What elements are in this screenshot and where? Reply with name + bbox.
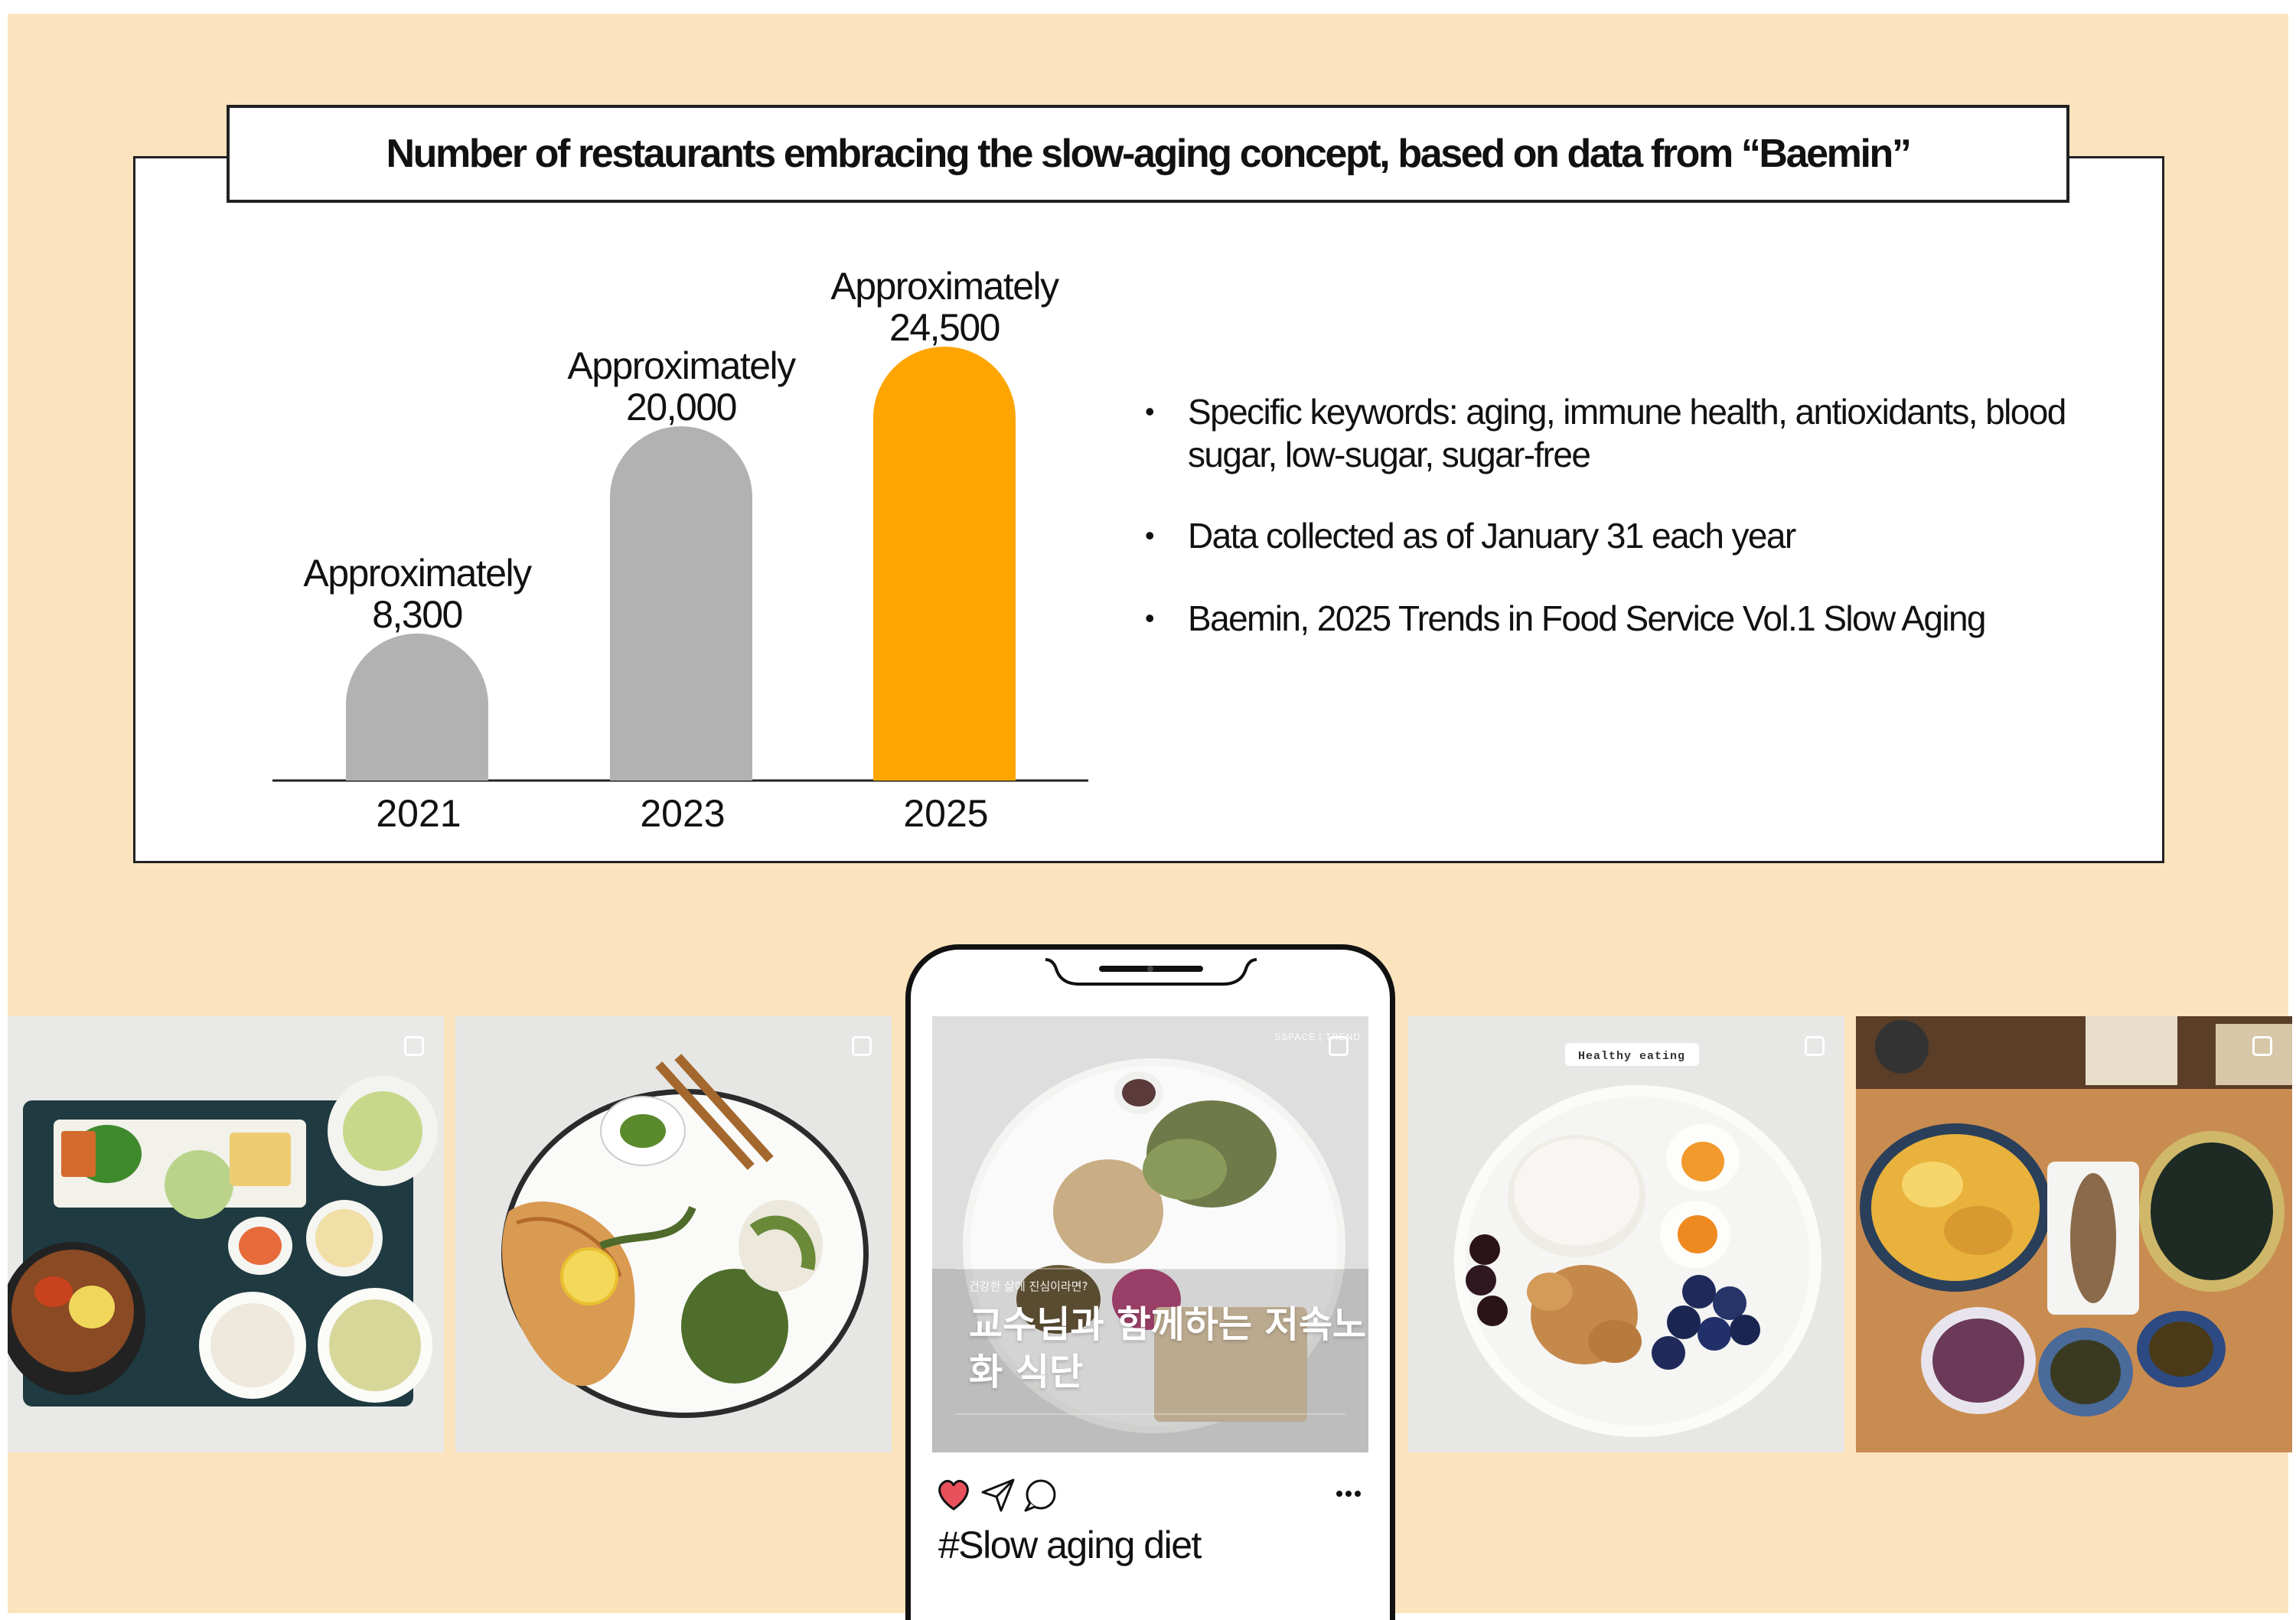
data-label-value: 8,300 — [372, 593, 462, 636]
post-hashtag: #Slow aging diet — [938, 1524, 1202, 1566]
note-date: • Data collected as of January 31 each y… — [1145, 514, 2144, 557]
photo-table-meal — [1856, 1016, 2292, 1452]
note-keywords: • Specific keywords: aging, immune healt… — [1145, 390, 2144, 476]
data-label-value: 20,000 — [626, 386, 736, 429]
note-text: Data collected as of January 31 each yea… — [1188, 516, 1796, 556]
select-square-icon[interactable] — [1805, 1036, 1825, 1056]
data-label-prefix: Approximately — [567, 344, 796, 387]
x-tick-label: 2023 — [640, 792, 725, 835]
comment-icon[interactable] — [1024, 1479, 1056, 1512]
data-label-value: 24,500 — [889, 306, 1000, 349]
bullet-dot: • — [1145, 602, 1155, 634]
select-square-icon[interactable] — [852, 1036, 872, 1056]
post-title: 교수님과 함께하는 저속노화 식단 — [969, 1303, 1367, 1393]
bar-2023 — [610, 426, 752, 781]
post-actions — [938, 1478, 1361, 1512]
chart-title-box: Number of restaurants embracing the slow… — [227, 105, 2069, 203]
photo-korean-tray — [8, 1016, 444, 1452]
select-square-icon[interactable] — [404, 1036, 424, 1056]
post-image[interactable]: SSPACE | TREND 건강한 삶에 진심이라면? 교수님과 함께하는 저… — [932, 1016, 1368, 1452]
note-source: • Baemin, 2025 Trends in Food Service Vo… — [1145, 597, 2144, 640]
select-square-icon[interactable] — [2252, 1036, 2272, 1056]
data-label-prefix: Approximately — [303, 552, 532, 595]
x-tick-label: 2025 — [903, 792, 988, 835]
photo-healthy-eating: Healthy eating — [1408, 1016, 1844, 1452]
heart-icon[interactable] — [938, 1480, 969, 1511]
chart-title: Number of restaurants embracing the slow… — [386, 132, 1912, 176]
data-label-prefix: Approximately — [830, 265, 1059, 308]
phone-notch — [1045, 958, 1257, 986]
more-icon[interactable] — [1336, 1491, 1361, 1497]
post-subtitle: 건강한 삶에 진심이라면? — [969, 1279, 1088, 1293]
healthy-eating-label: Healthy eating — [1578, 1050, 1685, 1063]
bullet-dot: • — [1145, 520, 1155, 551]
send-icon[interactable] — [981, 1478, 1015, 1512]
note-text: Baemin, 2025 Trends in Food Service Vol.… — [1188, 598, 1987, 638]
bar-2025 — [873, 347, 1016, 781]
x-tick-label: 2021 — [376, 792, 461, 835]
bar-2021 — [346, 633, 488, 781]
brand-tag: SSPACE | TREND — [1274, 1032, 1361, 1042]
note-text: Specific keywords: aging, immune health,… — [1188, 392, 2066, 474]
bullet-dot: • — [1145, 396, 1155, 427]
select-square-icon[interactable] — [1329, 1036, 1349, 1056]
photo-fish-plate — [455, 1016, 892, 1452]
bar-chart: Approximately8,3002021Approximately20,00… — [272, 265, 1088, 835]
